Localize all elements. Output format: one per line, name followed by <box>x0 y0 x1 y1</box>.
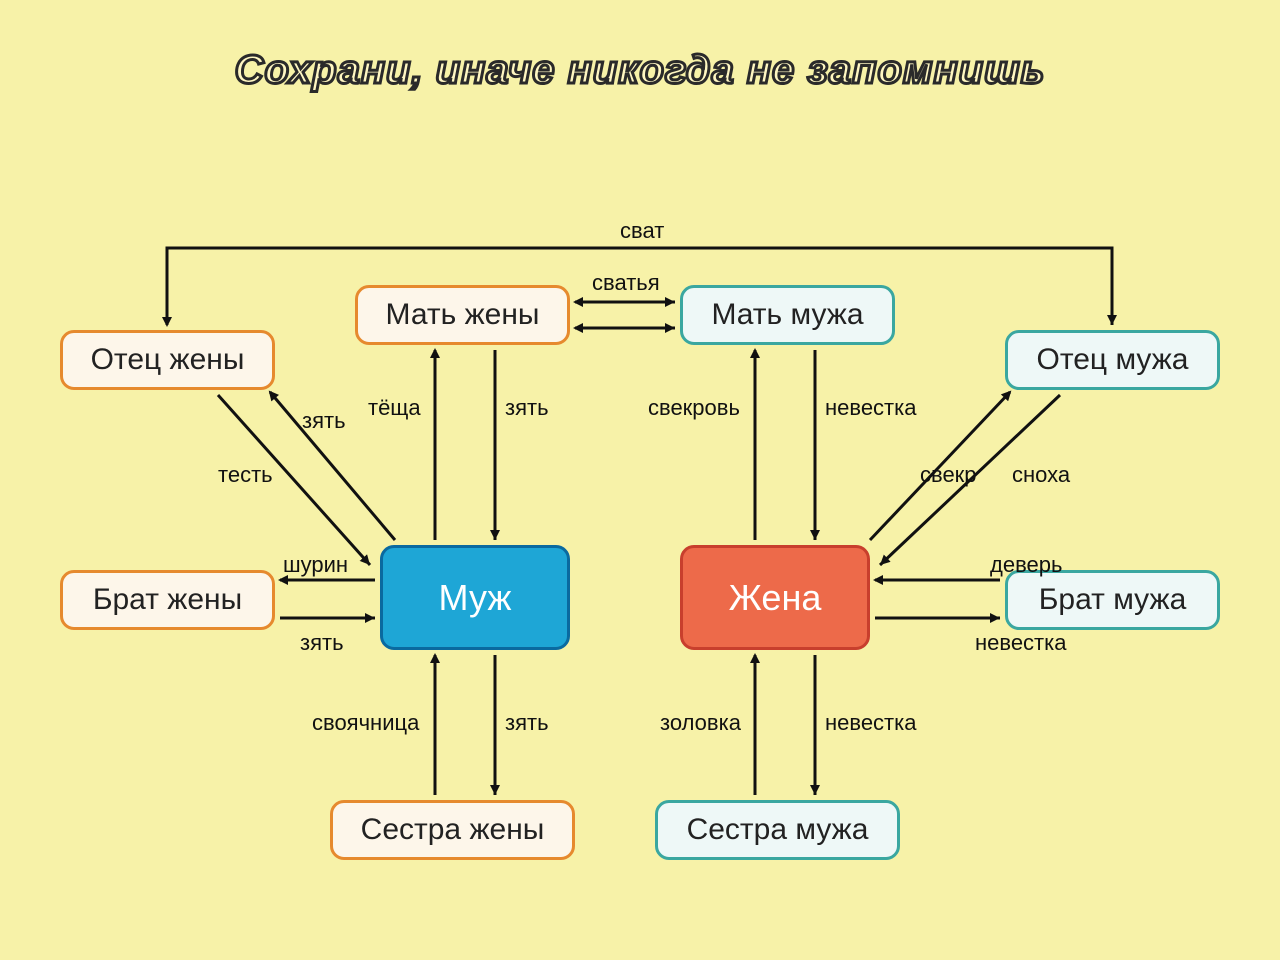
diagram-canvas <box>0 0 1280 960</box>
node-sister-wife: Сестра жены <box>330 800 575 860</box>
node-mother-wife: Мать жены <box>355 285 570 345</box>
edge-label: зять <box>505 395 549 421</box>
node-wife: Жена <box>680 545 870 650</box>
edge-label: шурин <box>283 552 348 578</box>
node-label: Отец жены <box>91 343 245 377</box>
node-label: Мать мужа <box>711 298 863 332</box>
node-father-husb: Отец мужа <box>1005 330 1220 390</box>
edge-label: зять <box>302 408 346 434</box>
node-label: Мать жены <box>386 298 540 332</box>
edge-label: сноха <box>1012 462 1070 488</box>
edge-label: тесть <box>218 462 273 488</box>
edge-label: деверь <box>990 552 1062 578</box>
edge-label: невестка <box>975 630 1066 656</box>
node-label: Жена <box>729 577 822 619</box>
edge-label: свекровь <box>648 395 740 421</box>
edge-label: зять <box>505 710 549 736</box>
edge-label: золовка <box>660 710 741 736</box>
edge-label: сват <box>620 218 664 244</box>
node-label: Сестра мужа <box>687 813 869 847</box>
edge-label: тёща <box>368 395 421 421</box>
node-brother-husb: Брат мужа <box>1005 570 1220 630</box>
node-label: Брат жены <box>93 583 242 617</box>
edge-label: невестка <box>825 395 916 421</box>
edge-label: свекр <box>920 462 977 488</box>
node-label: Сестра жены <box>361 813 545 847</box>
node-father-wife: Отец жены <box>60 330 275 390</box>
edge-label: своячница <box>312 710 419 736</box>
edge-label: сватья <box>592 270 660 296</box>
edge-label: невестка <box>825 710 916 736</box>
node-mother-husb: Мать мужа <box>680 285 895 345</box>
node-sister-husb: Сестра мужа <box>655 800 900 860</box>
node-brother-wife: Брат жены <box>60 570 275 630</box>
page-title: Сохрани, иначе никогда не запомнишь <box>0 48 1280 93</box>
node-husband: Муж <box>380 545 570 650</box>
node-label: Отец мужа <box>1037 343 1189 377</box>
node-label: Брат мужа <box>1039 583 1187 617</box>
edge-label: зять <box>300 630 344 656</box>
node-label: Муж <box>439 577 512 619</box>
